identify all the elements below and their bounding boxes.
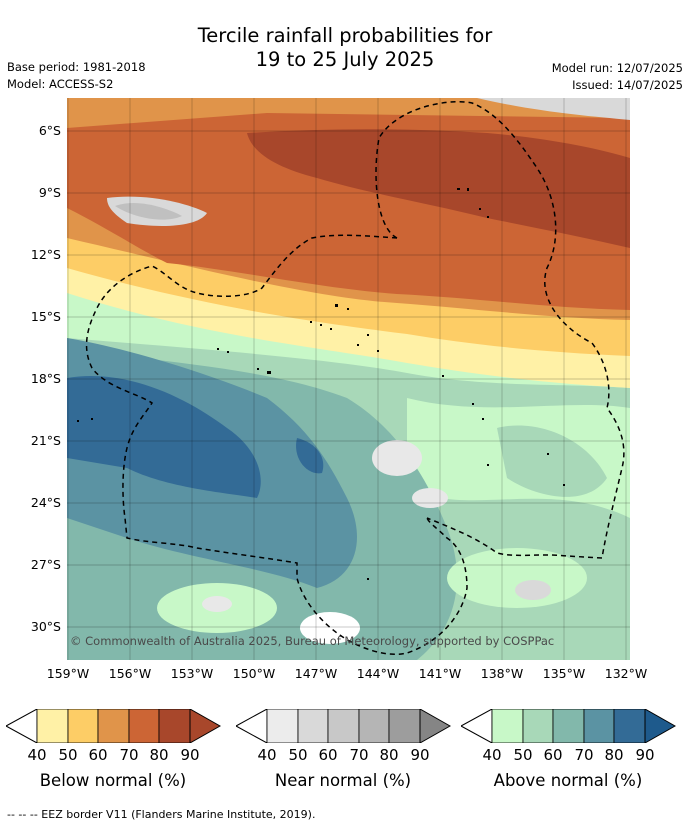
title-line-2: 19 to 25 July 2025 [255, 48, 435, 71]
colorbar-tick: 70 [349, 746, 369, 764]
colorbar-high-extend [419, 709, 451, 743]
colorbar-swatch [97, 709, 130, 743]
colorbar-tick: 90 [180, 746, 200, 764]
colorbar-tick: 50 [513, 746, 533, 764]
below-normal-colorbar [6, 709, 221, 743]
near-normal-60-patch [115, 203, 182, 220]
lat-label: 27°S [30, 557, 61, 572]
lat-label: 21°S [30, 433, 61, 448]
colorbar-tick: 50 [288, 746, 308, 764]
colorbar-high-extend [189, 709, 221, 743]
near-normal-50-patch [515, 580, 551, 600]
colorbar-swatch [522, 709, 554, 743]
colorbar-swatch [297, 709, 329, 743]
above-normal-title: Above normal (%) [493, 771, 643, 790]
lon-label: 153°W [170, 666, 214, 681]
colorbar-swatch [67, 709, 99, 743]
issued-text: Issued: 14/07/2025 [572, 78, 683, 92]
eez-legend-note: -- -- -- EEZ border V11 (Flanders Marine… [7, 808, 316, 821]
colorbar-tick: 80 [149, 746, 169, 764]
near-normal-40-patch [412, 488, 448, 508]
colorbar-swatch [358, 709, 390, 743]
colorbar-tick: 90 [410, 746, 430, 764]
lat-label: 9°S [38, 185, 61, 200]
near-normal-50-top [477, 98, 630, 120]
colorbar-tick: 60 [543, 746, 563, 764]
colorbar-low-extend [461, 709, 493, 743]
colorbar-tick: 40 [257, 746, 277, 764]
islands [77, 188, 565, 580]
colorbar-tick: 50 [58, 746, 78, 764]
colorbar-high-extend [644, 709, 676, 743]
lat-label: 6°S [38, 123, 61, 138]
lon-label: 132°W [604, 666, 648, 681]
lat-label: 30°S [30, 619, 61, 634]
below-normal-80-area [247, 129, 630, 248]
lon-label: 159°W [46, 666, 90, 681]
colorbar-tick: 70 [574, 746, 594, 764]
lat-label: 15°S [30, 309, 61, 324]
lon-label: 144°W [356, 666, 400, 681]
above-normal-40-pocket [447, 548, 587, 608]
graticule [67, 98, 630, 660]
copyright-credit: © Commonwealth of Australia 2025, Bureau… [70, 634, 555, 648]
lon-label: 135°W [542, 666, 586, 681]
lon-label: 141°W [418, 666, 462, 681]
near-normal-colorbar [236, 709, 451, 743]
colorbar-tick: 90 [635, 746, 655, 764]
colorbar-swatch [128, 709, 160, 743]
base-period-text: Base period: 1981-2018 [7, 60, 146, 74]
map-title: Tercile rainfall probabilities for 19 to… [0, 24, 690, 72]
near-normal-40-patch [202, 596, 232, 612]
lat-label: 12°S [30, 247, 61, 262]
lat-label: 24°S [30, 495, 61, 510]
lon-label: 147°W [294, 666, 338, 681]
colorbar-tick: 40 [482, 746, 502, 764]
map-canvas [67, 98, 630, 660]
lon-label: 138°W [480, 666, 524, 681]
colorbar-swatch [613, 709, 646, 743]
above-normal-colorbar [461, 709, 676, 743]
meta-right: Model run: 12/07/2025 Issued: 14/07/2025 [552, 60, 683, 94]
colorbar-tick: 80 [604, 746, 624, 764]
colorbar-swatch [327, 709, 360, 743]
colorbar-tick: 40 [27, 746, 47, 764]
colorbar-swatch [491, 709, 524, 743]
colorbar-low-extend [6, 709, 38, 743]
colorbar-swatch [552, 709, 585, 743]
eez-border [85, 101, 625, 655]
lon-label: 156°W [108, 666, 152, 681]
colorbar-tick: 60 [318, 746, 338, 764]
above-normal-80-area [67, 376, 261, 498]
colorbar-tick: 70 [119, 746, 139, 764]
colorbar-swatch [266, 709, 299, 743]
above-normal-80-patch [296, 438, 324, 474]
probability-map [67, 98, 630, 660]
colorbar-swatch [36, 709, 69, 743]
colorbar-swatch [388, 709, 421, 743]
below-normal-60-strip [67, 98, 630, 110]
near-normal-title: Near normal (%) [274, 771, 412, 790]
lon-label: 150°W [232, 666, 276, 681]
model-text: Model: ACCESS-S2 [7, 77, 114, 91]
meta-left: Base period: 1981-2018 Model: ACCESS-S2 [7, 59, 146, 93]
colorbar-swatch [583, 709, 615, 743]
white-patch [300, 612, 360, 644]
colorbar-swatch [158, 709, 191, 743]
colorbar-tick: 60 [88, 746, 108, 764]
model-run-text: Model run: 12/07/2025 [551, 61, 683, 75]
near-normal-40-patch [372, 440, 422, 476]
colorbar-low-extend [236, 709, 268, 743]
colorbar-tick: 80 [379, 746, 399, 764]
above-normal-50-patch [497, 425, 607, 497]
below-normal-title: Below normal (%) [39, 771, 187, 790]
title-line-1: Tercile rainfall probabilities for [197, 24, 493, 47]
lat-label: 18°S [30, 371, 61, 386]
